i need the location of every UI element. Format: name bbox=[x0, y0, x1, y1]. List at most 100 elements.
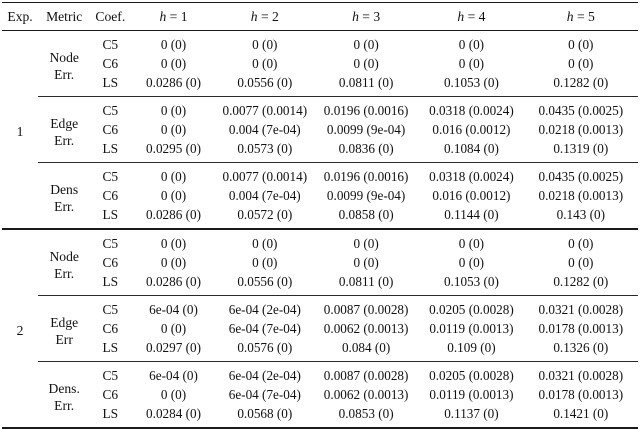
value-cell: 0.0087 (0.0028) bbox=[312, 361, 420, 385]
metric-line: Dens bbox=[50, 181, 79, 197]
value-cell: 0.0196 (0.0016) bbox=[312, 96, 420, 120]
value-cell: 0 (0) bbox=[568, 55, 594, 71]
metric-line: Err. bbox=[54, 397, 75, 413]
coef-label: C6 bbox=[102, 320, 119, 336]
table-row: C6 0 (0) 6e-04 (7e-04) 0.0062 (0.0013) 0… bbox=[2, 385, 638, 404]
value-cell: 0.0178 (0.0013) bbox=[538, 386, 624, 402]
table-row: 1 Node Err. C5 0 (0) 0 (0) 0 (0) 0 (0) 0… bbox=[2, 31, 638, 139]
value-cell: 0.0318 (0.0024) bbox=[419, 96, 524, 120]
value-cell: 0.0286 (0) bbox=[146, 206, 201, 222]
value-cell: 0.084 (0) bbox=[341, 339, 391, 355]
table-row: LS 0.0286 (0) 0.0556 (0) 0.0811 (0) 0.10… bbox=[2, 73, 638, 97]
coef-label: C5 bbox=[102, 36, 119, 52]
value-cell: 0.0077 (0.0014) bbox=[216, 162, 313, 186]
value-cell: 0.0295 (0) bbox=[146, 140, 201, 156]
table-row: 2 Node Err. C5 0 (0) 0 (0) 0 (0) 0 (0) 0… bbox=[2, 228, 638, 428]
value-cell: 0 (0) bbox=[160, 121, 187, 137]
header-h1: h = 1 bbox=[130, 2, 217, 31]
value-cell: 0.1084 (0) bbox=[443, 140, 499, 156]
value-cell: 0.0218 (0.0013) bbox=[538, 121, 624, 137]
value-cell: 6e-04 (2e-04) bbox=[216, 361, 313, 385]
value-cell: 0.0286 (0) bbox=[146, 74, 201, 90]
value-cell: 0.0284 (0) bbox=[146, 405, 201, 421]
value-cell: 0.0836 (0) bbox=[338, 140, 394, 156]
h-symbol: h bbox=[457, 8, 465, 24]
metric-label-edge-err: Edge Err bbox=[38, 295, 91, 362]
coef-label: C5 bbox=[90, 162, 131, 186]
table-row: LS 0.0297 (0) 0.0576 (0) 0.084 (0) 0.109… bbox=[2, 338, 638, 362]
value-cell: 0 (0) bbox=[252, 254, 278, 270]
metric-line: Edge bbox=[50, 115, 79, 131]
coef-label: C6 bbox=[102, 121, 119, 137]
table-row: C6 0 (0) 0.004 (7e-04) 0.0099 (9e-04) 0.… bbox=[2, 186, 638, 205]
value-cell: 0.0119 (0.0013) bbox=[429, 386, 514, 402]
value-cell: 6e-04 (7e-04) bbox=[228, 386, 301, 402]
metric-label-node-err: Node Err. bbox=[38, 228, 91, 296]
h-value: = 5 bbox=[573, 8, 595, 24]
metric-line: Err. bbox=[54, 198, 75, 214]
value-cell: 0 (0) bbox=[353, 36, 379, 52]
value-cell: 0.1282 (0) bbox=[553, 273, 609, 289]
value-cell: 0.0811 (0) bbox=[338, 273, 394, 289]
table-row: LS 0.0286 (0) 0.0556 (0) 0.0811 (0) 0.10… bbox=[2, 272, 638, 296]
value-cell: 0.004 (7e-04) bbox=[228, 121, 301, 137]
exp-number-1: 1 bbox=[16, 123, 24, 139]
table-row: C6 0 (0) 0 (0) 0 (0) 0 (0) 0 (0) bbox=[2, 54, 638, 73]
h-value: = 3 bbox=[358, 8, 381, 24]
metric-line: Err. bbox=[54, 132, 75, 148]
h-symbol: h bbox=[250, 8, 258, 24]
value-cell: 0.0062 (0.0013) bbox=[323, 386, 409, 402]
h-value: = 4 bbox=[464, 8, 486, 24]
value-cell: 0.0178 (0.0013) bbox=[538, 320, 624, 336]
value-cell: 0.0858 (0) bbox=[338, 206, 394, 222]
value-cell: 0.109 (0) bbox=[447, 339, 496, 355]
value-cell: 0 (0) bbox=[252, 36, 278, 52]
value-cell: 0 (0) bbox=[160, 320, 187, 336]
coef-label: C6 bbox=[102, 55, 119, 71]
value-cell: 0.1421 (0) bbox=[553, 405, 609, 421]
value-cell: 0.1144 (0) bbox=[444, 206, 499, 222]
value-cell: 6e-04 (0) bbox=[130, 361, 217, 385]
value-cell: 0 (0) bbox=[160, 36, 187, 52]
value-cell: 0 (0) bbox=[523, 228, 638, 253]
header-h2: h = 2 bbox=[216, 2, 313, 31]
value-cell: 0.0435 (0.0025) bbox=[523, 96, 638, 120]
h-symbol: h bbox=[159, 8, 167, 24]
value-cell: 0.0099 (9e-04) bbox=[326, 121, 406, 137]
metric-label-dens-err: Dens Err. bbox=[38, 162, 91, 229]
value-cell: 0 (0) bbox=[353, 254, 379, 270]
value-cell: 0.0119 (0.0013) bbox=[429, 320, 514, 336]
value-cell: 0.1282 (0) bbox=[553, 74, 609, 90]
value-cell: 0 (0) bbox=[568, 254, 594, 270]
h-value: = 1 bbox=[166, 8, 188, 24]
metric-label-dens-err: Dens. Err. bbox=[38, 361, 91, 428]
header-exp: Exp. bbox=[2, 2, 39, 31]
value-cell: 0.0321 (0.0028) bbox=[523, 361, 638, 385]
table-row: Edge Err C5 6e-04 (0) 6e-04 (2e-04) 0.00… bbox=[2, 295, 638, 362]
h-symbol: h bbox=[352, 8, 359, 24]
value-cell: 0 (0) bbox=[160, 187, 187, 203]
value-cell: 0.0196 (0.0016) bbox=[312, 162, 420, 186]
value-cell: 0.1053 (0) bbox=[443, 74, 499, 90]
value-cell: 0.0318 (0.0024) bbox=[419, 162, 524, 186]
coef-label: LS bbox=[102, 140, 119, 156]
metric-line: Err bbox=[55, 331, 73, 347]
value-cell: 0.0205 (0.0028) bbox=[419, 295, 524, 319]
value-cell: 0 (0) bbox=[160, 386, 187, 402]
header-row: Exp. Metric Coef. h = 1 h = 2 h = 3 h = … bbox=[2, 2, 638, 31]
value-cell: 0 (0) bbox=[160, 254, 187, 270]
value-cell: 6e-04 (7e-04) bbox=[228, 320, 301, 336]
coef-label: LS bbox=[102, 405, 119, 421]
h-value: = 2 bbox=[257, 8, 279, 24]
value-cell: 0.143 (0) bbox=[556, 206, 605, 222]
metric-label-node-err: Node Err. bbox=[38, 31, 90, 97]
value-cell: 0 (0) bbox=[419, 228, 524, 253]
value-cell: 0.0556 (0) bbox=[237, 74, 293, 90]
coef-label: C5 bbox=[90, 361, 131, 385]
value-cell: 0 (0) bbox=[312, 228, 420, 253]
value-cell: 0.0556 (0) bbox=[237, 273, 293, 289]
coef-label: LS bbox=[102, 273, 119, 289]
table-row: Dens. Err. C5 6e-04 (0) 6e-04 (2e-04) 0.… bbox=[2, 361, 638, 428]
value-cell: 0 (0) bbox=[130, 228, 217, 253]
coef-label: C5 bbox=[90, 96, 131, 120]
